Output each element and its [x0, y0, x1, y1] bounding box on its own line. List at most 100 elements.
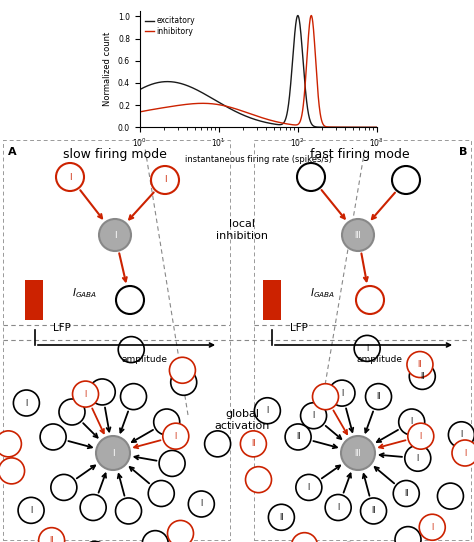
- Circle shape: [116, 498, 142, 524]
- Circle shape: [99, 219, 131, 251]
- Text: amplitude: amplitude: [122, 355, 168, 364]
- Line: excitatory: excitatory: [140, 16, 377, 127]
- Text: slow firing mode: slow firing mode: [63, 148, 167, 161]
- Circle shape: [452, 440, 474, 466]
- Text: LFP: LFP: [290, 323, 308, 333]
- Y-axis label: Normalized count: Normalized count: [103, 32, 112, 106]
- Text: II: II: [376, 392, 381, 401]
- Circle shape: [312, 384, 338, 410]
- Text: I: I: [308, 483, 310, 492]
- Circle shape: [438, 483, 464, 509]
- Circle shape: [409, 363, 435, 389]
- Circle shape: [0, 431, 21, 457]
- inhibitory: [326, 124, 332, 130]
- Circle shape: [393, 481, 419, 506]
- Text: II: II: [296, 433, 301, 441]
- Circle shape: [329, 380, 355, 406]
- excitatory: [233, 108, 238, 115]
- Text: I: I: [410, 417, 413, 427]
- Text: I: I: [266, 406, 268, 415]
- Text: I: I: [174, 431, 177, 441]
- excitatory: [300, 54, 306, 61]
- Circle shape: [205, 431, 230, 457]
- Text: I: I: [84, 390, 87, 398]
- Circle shape: [120, 384, 146, 410]
- Circle shape: [38, 528, 64, 542]
- Text: I: I: [341, 389, 343, 398]
- excitatory: [137, 86, 143, 93]
- Text: I: I: [366, 344, 368, 353]
- inhibitory: [300, 107, 305, 114]
- excitatory: [241, 112, 247, 119]
- Text: I: I: [337, 503, 339, 512]
- Circle shape: [246, 467, 272, 493]
- Text: II: II: [418, 360, 422, 369]
- Bar: [254, 140, 471, 540]
- Text: I: I: [464, 448, 466, 457]
- inhibitory: [233, 106, 238, 112]
- Circle shape: [18, 498, 44, 524]
- Bar: [263, 280, 281, 320]
- Text: II: II: [371, 506, 376, 515]
- Circle shape: [148, 481, 174, 506]
- Circle shape: [167, 520, 193, 542]
- Text: II: II: [251, 440, 255, 448]
- Circle shape: [159, 450, 185, 476]
- inhibitory: [161, 105, 167, 111]
- Text: I: I: [200, 500, 202, 508]
- Bar: [25, 280, 43, 320]
- Circle shape: [89, 379, 115, 405]
- Text: III: III: [355, 448, 361, 457]
- Circle shape: [296, 474, 322, 500]
- Circle shape: [448, 422, 474, 448]
- Text: $I_{GABA}$: $I_{GABA}$: [72, 286, 97, 300]
- Circle shape: [40, 424, 66, 450]
- Text: III: III: [355, 230, 361, 240]
- Text: local
inhibition: local inhibition: [216, 219, 268, 241]
- Circle shape: [73, 381, 99, 407]
- Legend: excitatory, inhibitory: excitatory, inhibitory: [144, 15, 197, 37]
- inhibitory: [241, 108, 247, 115]
- Circle shape: [268, 504, 294, 530]
- Circle shape: [118, 337, 144, 363]
- Text: I: I: [417, 454, 419, 463]
- Text: A: A: [8, 147, 17, 157]
- Circle shape: [292, 533, 318, 542]
- Text: I: I: [112, 448, 114, 457]
- Circle shape: [169, 357, 195, 383]
- Text: I: I: [30, 506, 32, 515]
- Circle shape: [297, 163, 325, 191]
- inhibitory: [309, 12, 314, 19]
- Circle shape: [82, 541, 108, 542]
- Circle shape: [356, 286, 384, 314]
- Line: inhibitory: inhibitory: [140, 16, 377, 127]
- Text: I: I: [69, 172, 71, 182]
- Circle shape: [407, 352, 433, 378]
- Text: I: I: [164, 176, 166, 184]
- Circle shape: [361, 498, 386, 524]
- Text: global
activation: global activation: [214, 409, 270, 431]
- Circle shape: [255, 398, 280, 424]
- excitatory: [374, 124, 380, 131]
- Circle shape: [240, 431, 266, 457]
- Circle shape: [392, 166, 420, 194]
- Text: amplitude: amplitude: [357, 355, 403, 364]
- Text: I: I: [431, 522, 433, 532]
- Circle shape: [408, 423, 434, 449]
- inhibitory: [137, 108, 143, 115]
- Circle shape: [59, 399, 85, 425]
- Circle shape: [163, 423, 189, 449]
- Circle shape: [325, 494, 351, 520]
- Circle shape: [0, 458, 25, 484]
- Text: II: II: [420, 372, 425, 381]
- excitatory: [326, 124, 332, 131]
- Circle shape: [341, 436, 375, 470]
- Circle shape: [342, 219, 374, 251]
- Circle shape: [405, 445, 431, 471]
- Text: II: II: [49, 536, 54, 542]
- Circle shape: [80, 494, 106, 520]
- Circle shape: [419, 514, 445, 540]
- excitatory: [295, 12, 301, 19]
- Text: I: I: [114, 230, 116, 240]
- Circle shape: [56, 163, 84, 191]
